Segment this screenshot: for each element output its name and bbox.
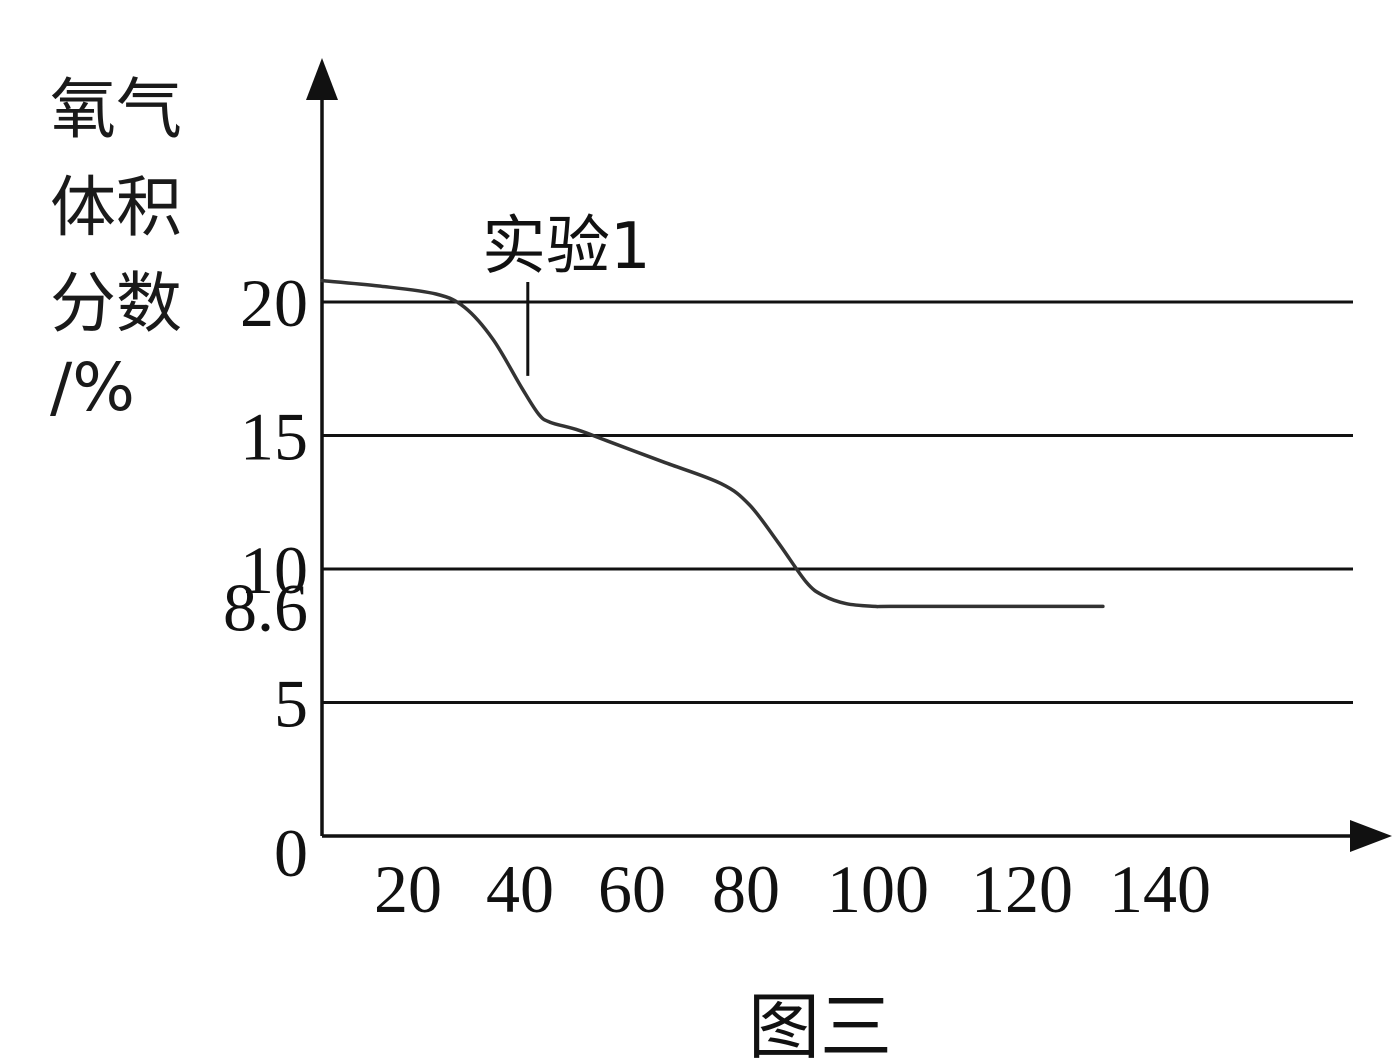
x-tick-label: 40: [486, 851, 554, 927]
y-axis-label-line: 体积: [50, 169, 182, 246]
series-group: [320, 278, 1105, 609]
y-tick-labels: 0 5 8.610 15 20: [223, 265, 308, 891]
axes: [306, 58, 1392, 852]
y-axis-arrow: [306, 58, 338, 100]
y-tick-label: 8.6: [223, 569, 308, 645]
x-tick-label: 60: [598, 851, 666, 927]
y-axis-label-line: 氧气: [50, 71, 182, 148]
x-tick-label: 120: [971, 851, 1073, 927]
y-tick-label: 20: [240, 265, 308, 341]
x-tick-label: 80: [712, 851, 780, 927]
y-axis-label-line: 分数: [50, 265, 182, 342]
gridlines: [322, 300, 1353, 704]
y-tick-label: 0: [274, 815, 308, 891]
y-axis-label-line: /%: [50, 349, 135, 426]
x-tick-label: 140: [1109, 851, 1211, 927]
y-tick-label: 5: [274, 666, 308, 742]
y-tick-label: 10: [240, 532, 308, 608]
series-annotation-label: 实验1: [482, 210, 651, 284]
x-tick-label: 100: [827, 851, 929, 927]
figure-caption: 图三: [748, 985, 892, 1060]
x-tick-labels: 20 40 60 80 100 120 140: [374, 851, 1211, 927]
series-line: [320, 278, 1105, 609]
annotations: 实验1: [482, 210, 651, 376]
y-tick-label: 15: [240, 399, 308, 475]
x-tick-label: 20: [374, 851, 442, 927]
y-axis-label: 氧气 体积 分数 /%: [50, 71, 182, 426]
x-axis-arrow: [1350, 820, 1392, 852]
